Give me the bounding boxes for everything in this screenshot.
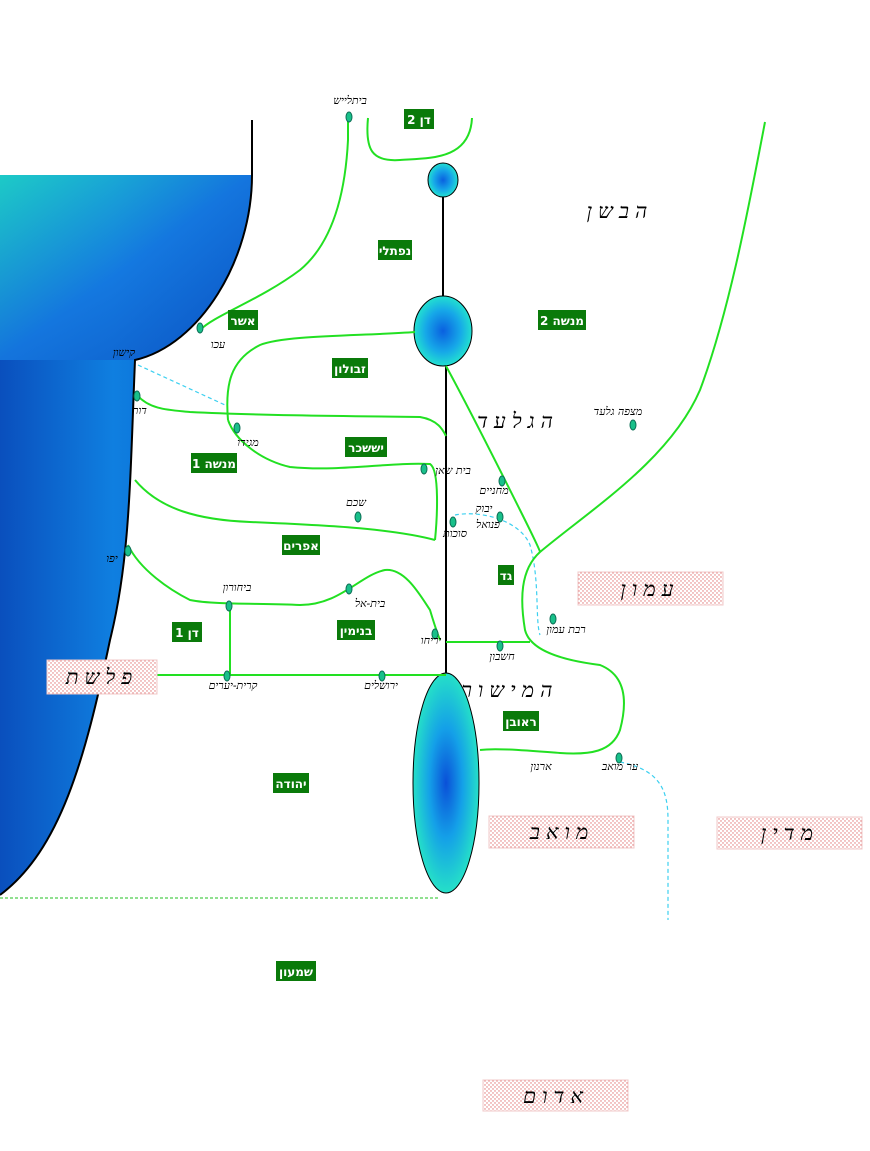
city-dot-kiryat-yearim	[223, 670, 231, 682]
tribe-benjamin: בנימין	[337, 620, 375, 640]
city-beit-el: בית-אל	[355, 597, 385, 610]
city-shechem: שכם	[346, 496, 367, 509]
city-dot-penuel	[496, 511, 504, 523]
svg-text:שמעון: שמעון	[279, 965, 313, 979]
hula-lake	[427, 162, 459, 198]
city-mitzpe-gilad: מצפה גלעד	[594, 405, 643, 418]
city-dot-mitzpe-gilad	[629, 419, 637, 431]
nation-edom-label: אדום	[523, 1084, 589, 1108]
city-markers	[124, 111, 637, 764]
tribe-zebulun: זבולון	[332, 358, 368, 378]
tribe-issachar: יששכר	[345, 437, 387, 457]
city-jericho: יריחו	[421, 634, 442, 647]
nation-ammon: עמון	[577, 571, 724, 606]
city-yabok: יבוק	[476, 502, 493, 515]
svg-text:מנשה 2: מנשה 2	[540, 314, 584, 328]
jordan-river	[442, 197, 447, 675]
tribe-naphtali: נפתלי	[378, 240, 412, 260]
tribe-judah: יהודה	[273, 773, 309, 793]
svg-text:אשר: אשר	[230, 314, 255, 328]
city-dan: ביתלייש	[333, 94, 367, 107]
city-rabbat-ammon: רבת עמון	[546, 623, 585, 636]
city-machanaim: מחניים	[479, 484, 509, 497]
tribe-dan-2: דן 2	[404, 109, 434, 129]
city-dot-beit-shean	[420, 463, 428, 475]
svg-text:נפתלי: נפתלי	[379, 244, 411, 258]
city-heshbon: חשבון	[489, 650, 515, 663]
city-acco: עכו	[211, 338, 226, 351]
city-dot-jerusalem	[378, 670, 386, 682]
svg-text:בנימין: בנימין	[340, 624, 373, 638]
city-dot-ar-moav	[615, 752, 623, 764]
svg-text:דן 2: דן 2	[407, 113, 431, 127]
city-ar-moav: ער מואב	[601, 760, 639, 773]
city-sukkot: סוכות	[442, 527, 467, 540]
city-jerusalem: ירושלים	[364, 679, 398, 692]
city-dor: דור	[133, 404, 147, 417]
svg-text:דן 1: דן 1	[175, 626, 199, 640]
city-megiddo: מגידו	[237, 436, 259, 449]
svg-text:יששכר: יששכר	[348, 441, 384, 455]
tribe-manasseh-1: מנשה 1	[191, 453, 237, 473]
tribal-borders	[127, 117, 766, 755]
sea-of-galilee	[413, 295, 473, 367]
nation-ammon-label: עמון	[620, 577, 679, 601]
city-dot-yafo	[124, 545, 132, 557]
nation-edom: אדום	[482, 1079, 629, 1112]
streams	[137, 364, 669, 920]
tribe-manasseh-2: מנשה 2	[538, 310, 586, 330]
svg-text:גד: גד	[500, 569, 513, 583]
svg-text:זבולון: זבולון	[334, 362, 366, 376]
tribe-ephraim: אפרים	[282, 535, 320, 555]
svg-text:ראובן: ראובן	[505, 715, 537, 729]
city-dot-dor	[133, 390, 141, 402]
city-dot-heshbon	[496, 640, 504, 652]
region-mishor: המישור	[462, 678, 559, 702]
tribe-simeon: שמעון	[276, 961, 316, 981]
tribe-asher: אשר	[228, 310, 258, 330]
svg-text:אפרים: אפרים	[283, 539, 319, 553]
nation-philistia: פלשת	[46, 659, 158, 695]
nation-midian-label: מדין	[761, 821, 819, 845]
city-dot-beit-el	[345, 583, 353, 595]
tribe-dan-1: דן 1	[172, 622, 202, 642]
nation-moab: מואב	[488, 815, 635, 849]
city-dot-machanaim	[498, 475, 506, 487]
dead-sea	[412, 672, 480, 894]
city-dot-sukkot	[449, 516, 457, 528]
tribe-reuben: ראובן	[503, 711, 539, 731]
city-beit-shean: בית שאן	[435, 464, 471, 477]
city-penuel: פנואל	[476, 518, 500, 531]
city-dot-dan	[345, 111, 353, 123]
mediterranean-sea	[0, 120, 253, 896]
city-dot-shechem	[354, 511, 362, 523]
city-dot-jericho	[431, 628, 439, 640]
nation-philistia-label: פלשת	[65, 665, 139, 689]
svg-text:יהודה: יהודה	[275, 777, 306, 791]
region-bashan: הבשן	[587, 199, 654, 223]
city-beit-horon: ביחורון	[223, 581, 252, 594]
city-kiryat-yearim: קרית-יערים	[209, 679, 258, 692]
svg-text:מנשה 1: מנשה 1	[192, 457, 236, 471]
city-labels: ביתלייש עכו קישון דור מגידו בית שאן מחני…	[106, 94, 643, 773]
city-yafo: יפו	[106, 552, 118, 565]
city-dot-rabbat-ammon	[549, 613, 557, 625]
city-kishon: קישון	[113, 346, 135, 359]
city-dot-megiddo	[233, 422, 241, 434]
city-arnon: ארנון	[530, 760, 552, 773]
city-dot-acco	[196, 322, 204, 334]
tribe-gad: גד	[498, 565, 514, 585]
city-dot-beit-horon	[225, 600, 233, 612]
nation-midian: מדין	[716, 816, 863, 850]
nation-moab-label: מואב	[529, 820, 595, 844]
region-gilead: הגלעד	[477, 409, 559, 433]
